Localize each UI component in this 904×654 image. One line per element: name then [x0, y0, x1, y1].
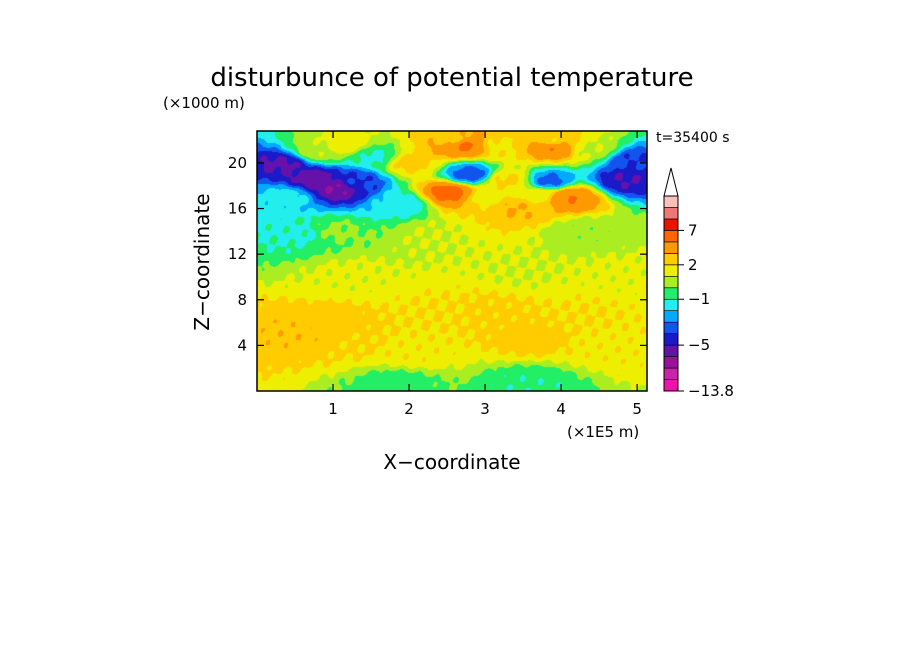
- colorbar-swatch: [663, 230, 679, 243]
- colorbar-swatch: [663, 218, 679, 231]
- colorbar-swatch: [663, 264, 679, 277]
- colorbar-label: −1: [688, 290, 710, 308]
- y-unit-label: (×1000 m): [163, 94, 245, 112]
- colorbar-swatch: [663, 356, 679, 369]
- x-unit-label: (×1E5 m): [567, 423, 639, 441]
- x-tick-label: 5: [632, 400, 642, 418]
- chart-title: disturbunce of potential temperature: [210, 63, 693, 93]
- colorbar-swatch: [663, 287, 679, 300]
- contour-field: [257, 131, 647, 391]
- colorbar-swatch: [663, 379, 679, 392]
- x-tick-label: 2: [404, 400, 414, 418]
- colorbar-swatch: [663, 310, 679, 323]
- y-tick-label: 8: [237, 291, 247, 309]
- y-tick-label: 12: [228, 245, 247, 263]
- x-tick-label: 1: [328, 400, 338, 418]
- colorbar-swatch: [663, 195, 679, 208]
- x-tick-label: 3: [480, 400, 490, 418]
- field-plot: [257, 131, 647, 391]
- colorbar-extend-arrow: [663, 167, 679, 197]
- x-axis-label: X−coordinate: [383, 450, 520, 474]
- colorbar-swatch: [663, 253, 679, 266]
- x-tick-label: 4: [556, 400, 566, 418]
- y-tick-label: 20: [228, 154, 247, 172]
- plot-frame: [256, 130, 648, 392]
- colorbar: 7 2 −1 −5 −13.8: [663, 167, 734, 400]
- y-tick-label: 16: [228, 200, 247, 218]
- colorbar-swatch: [663, 321, 679, 334]
- colorbar-frame: [663, 195, 679, 392]
- y-axis-label: Z−coordinate: [190, 193, 214, 330]
- colorbar-label: 7: [688, 221, 698, 239]
- y-axis: 4 8 12 16 20: [228, 154, 647, 354]
- colorbar-swatch: [663, 241, 679, 254]
- colorbar-label: 2: [688, 256, 698, 274]
- colorbar-swatch: [663, 367, 679, 380]
- colorbar-swatch: [663, 333, 679, 346]
- colorbar-swatch: [663, 207, 679, 220]
- colorbar-swatch: [663, 298, 679, 312]
- time-label: t=35400 s: [656, 130, 730, 146]
- y-tick-label: 4: [237, 336, 247, 354]
- colorbar-swatch: [663, 275, 679, 289]
- x-axis: 1 2 3 4 5: [328, 131, 642, 418]
- colorbar-swatch: [663, 344, 679, 357]
- colorbar-label: −5: [688, 336, 710, 354]
- colorbar-label: −13.8: [688, 382, 734, 400]
